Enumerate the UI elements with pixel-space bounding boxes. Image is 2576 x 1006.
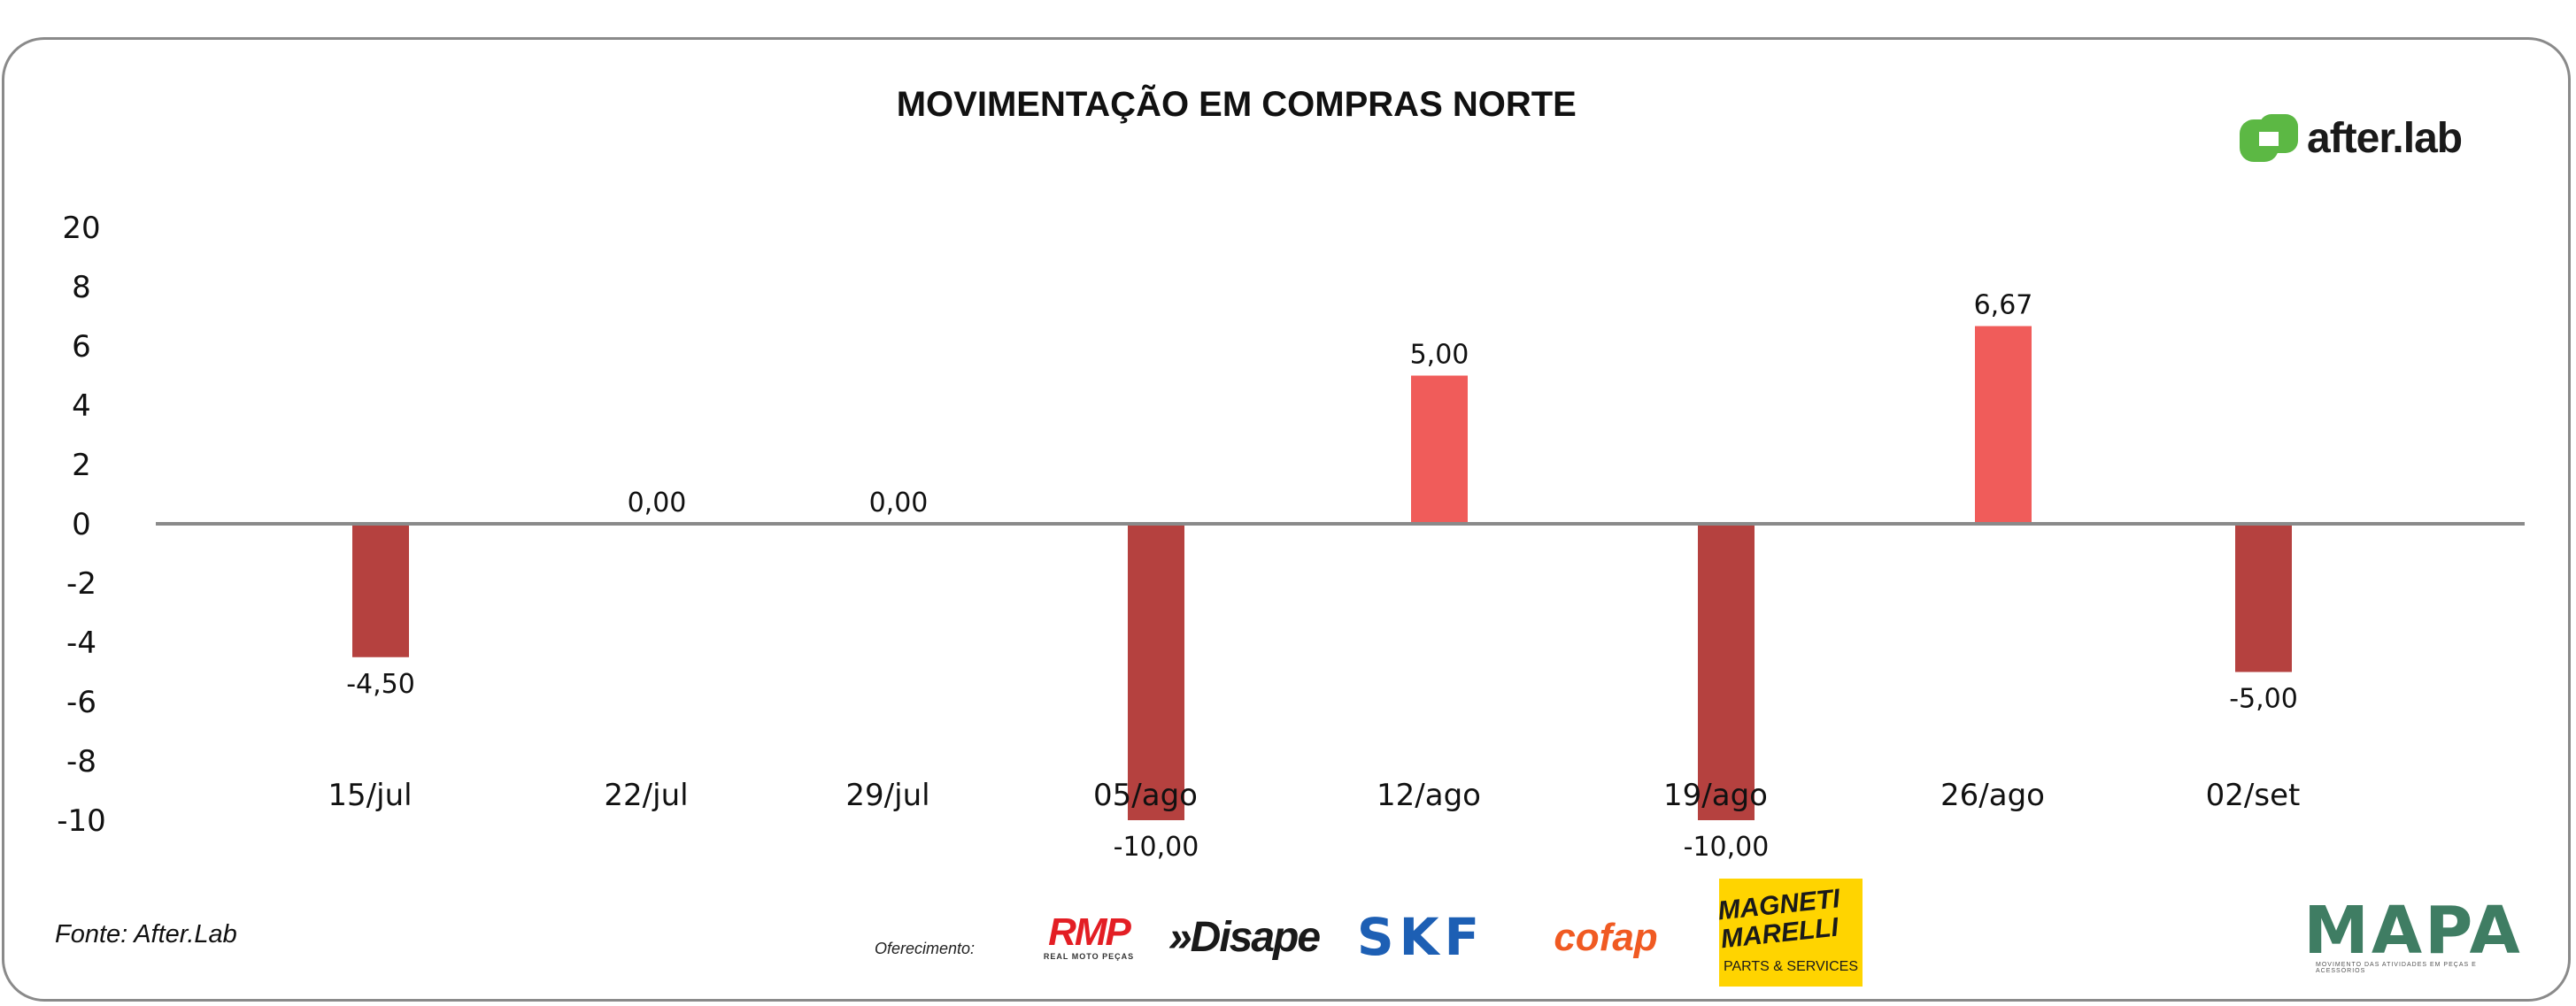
y-tick-label: -4	[66, 626, 96, 661]
data-label: -10,00	[1684, 832, 1770, 863]
data-label: 6,67	[1974, 290, 2033, 321]
x-tick-label: 22/jul	[604, 778, 688, 813]
bar	[1128, 524, 1184, 820]
data-label: -5,00	[2229, 684, 2298, 715]
afterlab-wordmark: after.lab	[2307, 114, 2463, 162]
magneti-subtitle: PARTS & SERVICES	[1723, 959, 1859, 974]
y-tick-label: 20	[62, 211, 100, 246]
rmp-logo: RMP REAL MOTO PEÇAS	[1032, 911, 1145, 963]
cofap-logo: cofap	[1554, 916, 1658, 959]
data-label: 0,00	[628, 488, 687, 518]
afterlab-mark-icon	[2238, 112, 2300, 164]
x-tick-label: 26/ago	[1940, 778, 2045, 813]
y-tick-label: -8	[66, 744, 96, 779]
data-label: 5,00	[1410, 340, 1469, 371]
rmp-wordmark: RMP	[1048, 910, 1131, 954]
chart-title: MOVIMENTAÇÃO EM COMPRAS NORTE	[896, 85, 1577, 124]
disape-logo: »Disape	[1168, 913, 1321, 961]
x-tick-label: 15/jul	[328, 778, 412, 813]
data-label: 0,00	[869, 488, 929, 518]
data-label: -10,00	[1114, 832, 1199, 863]
x-tick-label: 12/ago	[1377, 778, 1481, 813]
sponsor-label: Oferecimento:	[875, 940, 976, 957]
mapa-wordmark: MAPA	[2303, 893, 2523, 969]
bar	[1698, 524, 1755, 820]
y-tick-label: -2	[66, 566, 96, 602]
y-tick-label: 0	[72, 507, 91, 542]
skf-logo: SKF	[1356, 907, 1485, 967]
source-note: Fonte: After.Lab	[55, 920, 237, 948]
magneti-wordmark: MAGNETI MARELLI	[1716, 884, 1842, 955]
chart-frame	[2, 37, 2571, 1002]
x-tick-label: 29/jul	[845, 778, 929, 813]
bar	[352, 524, 409, 657]
y-tick-label: -10	[57, 803, 106, 839]
rmp-subtitle: REAL MOTO PEÇAS	[1043, 952, 1135, 961]
x-tick-label: 19/ago	[1663, 778, 1768, 813]
y-tick-label: 8	[72, 270, 91, 305]
afterlab-logo: after.lab	[2238, 111, 2477, 165]
data-label: -4,50	[346, 669, 415, 700]
mapa-subtitle: MOVIMENTO DAS ATIVIDADES EM PEÇAS E ACES…	[2316, 962, 2477, 974]
magneti-marelli-logo: MAGNETI MARELLI PARTS & SERVICES	[1716, 879, 1863, 987]
x-tick-label: 05/ago	[1093, 778, 1198, 813]
x-tick-label: 02/set	[2206, 778, 2301, 813]
y-tick-label: 6	[72, 329, 91, 365]
y-tick-label: 4	[72, 388, 91, 424]
mapa-logo: MAPA MOVIMENTO DAS ATIVIDADES EM PEÇAS E…	[2303, 898, 2520, 974]
y-tick-label: 2	[72, 448, 91, 483]
bar	[1411, 375, 1468, 524]
bar	[1975, 326, 2032, 524]
y-tick-label: -6	[66, 685, 96, 720]
bar	[2235, 524, 2292, 672]
